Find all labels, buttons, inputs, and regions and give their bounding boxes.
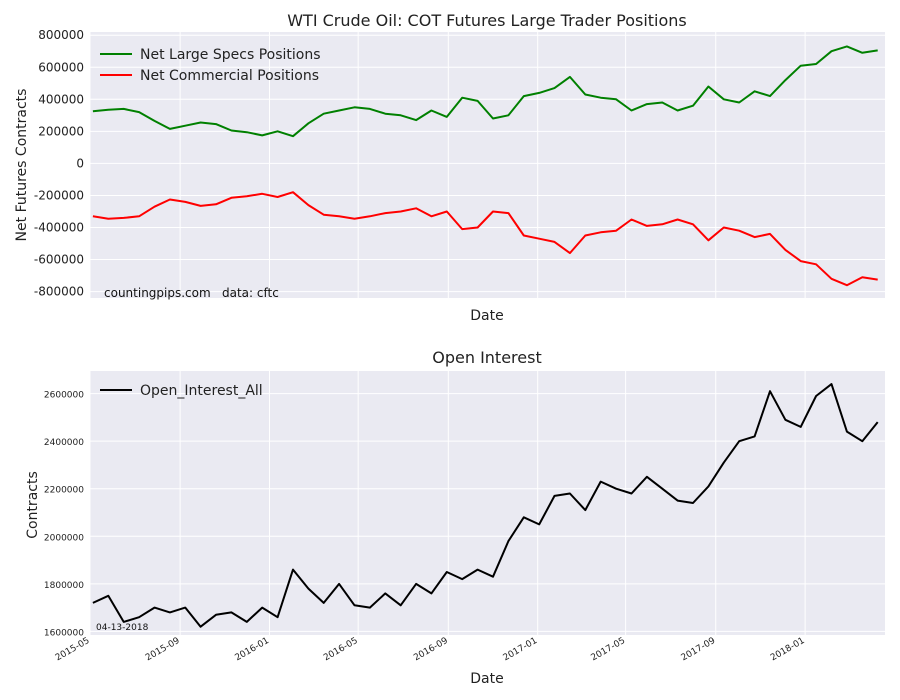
open-interest-x-axis-label: Date — [470, 671, 503, 687]
y-tick-label: 1600000 — [44, 628, 84, 638]
positions-chart: 800000 600000 400000 200000 0 -200000 -400000 -… — [14, 11, 885, 324]
x-tick-label: 2017-09 — [680, 636, 718, 664]
x-tick-label: 2015-05 — [54, 636, 92, 663]
data-source-annotation: data: cftc — [222, 286, 279, 300]
y-tick-label: -200000 — [34, 188, 84, 202]
y-tick-label: 2600000 — [44, 391, 84, 401]
y-tick-label: 0 — [76, 156, 84, 170]
x-tick-label: 2017-01 — [502, 636, 540, 663]
open-interest-chart: 2600000 2400000 2200000 2000000 1800000 16000… — [25, 348, 885, 687]
y-tick-label: 200000 — [38, 124, 84, 138]
y-tick-label: -400000 — [34, 220, 84, 234]
open-interest-legend: Open_Interest_All — [100, 383, 263, 399]
series-line-open-interest-all — [92, 383, 879, 628]
y-tick-label: 2200000 — [44, 486, 84, 496]
series-line-net-large-specs-positions — [92, 45, 878, 138]
y-tick-label: 2000000 — [44, 533, 84, 543]
open-interest-y-axis-label: Contracts — [25, 471, 41, 539]
y-tick-label: 800000 — [38, 28, 84, 42]
y-tick-label: 600000 — [38, 60, 84, 74]
positions-x-axis-label: Date — [470, 308, 503, 324]
x-tick-label: 2018-01 — [769, 636, 807, 663]
x-tick-label: 2017-05 — [590, 636, 628, 663]
x-tick-label: 2016-05 — [322, 636, 360, 663]
positions-y-axis-label: Net Futures Contracts — [14, 89, 30, 242]
y-tick-label: 1800000 — [44, 581, 84, 591]
x-tick-label: 2016-09 — [412, 636, 450, 664]
positions-legend: Net Large Specs Positions Net Commercial… — [100, 47, 321, 84]
open-interest-plot-area — [90, 371, 885, 635]
date-annotation: 04-13-2018 — [96, 623, 149, 633]
legend-label-commercial: Net Commercial Positions — [140, 68, 319, 84]
source-annotation: countingpips.com — [104, 286, 211, 300]
legend-label-specs: Net Large Specs Positions — [140, 47, 321, 63]
y-tick-label: -800000 — [34, 285, 84, 299]
y-tick-label: 400000 — [38, 92, 84, 106]
positions-chart-title: WTI Crude Oil: COT Futures Large Trader … — [287, 11, 687, 30]
series-line-net-commercial-positions — [92, 191, 878, 287]
open-interest-chart-title: Open Interest — [432, 348, 541, 367]
y-tick-label: 2400000 — [44, 438, 84, 448]
x-tick-label: 2016-01 — [233, 636, 271, 663]
y-tick-label: -600000 — [34, 253, 84, 267]
x-tick-label: 2015-09 — [144, 636, 182, 664]
positions-plot-area — [90, 32, 885, 298]
legend-label-open-interest: Open_Interest_All — [140, 383, 263, 399]
